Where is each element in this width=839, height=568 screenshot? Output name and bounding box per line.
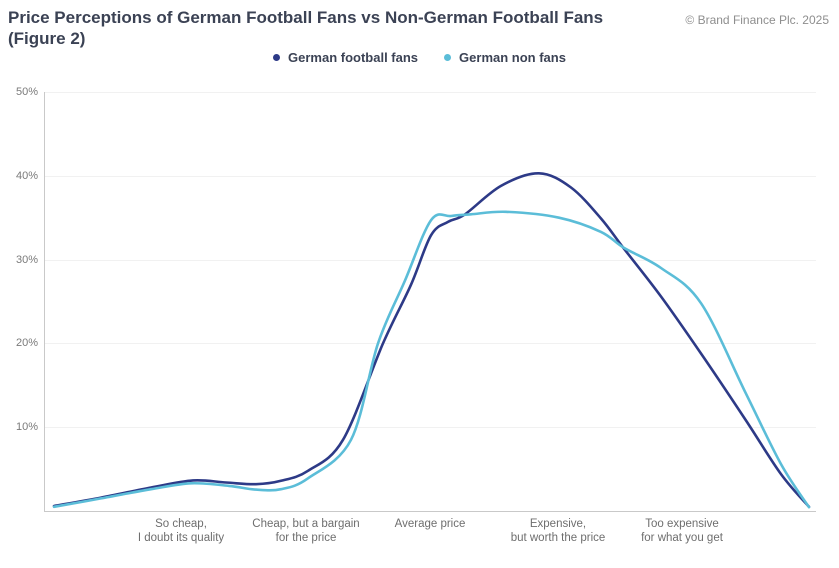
x-axis-category-label-line1: Average price bbox=[394, 518, 466, 530]
y-axis-tick-label: 30% bbox=[15, 253, 38, 266]
gridline bbox=[45, 427, 816, 429]
chart-legend: German football fans German non fans bbox=[0, 50, 839, 65]
y-axis-tick-label: 20% bbox=[15, 337, 38, 350]
gridline bbox=[45, 343, 816, 345]
x-axis-category-label: So cheap, I doubt its quality bbox=[101, 517, 261, 545]
chart-title-line2: (Figure 2) bbox=[8, 29, 86, 48]
plot-area bbox=[44, 92, 816, 512]
x-axis-category-label-line2: for what you get bbox=[641, 532, 723, 544]
x-axis-category-label-line2: but worth the price bbox=[510, 532, 606, 544]
chart-title-line1: Price Perceptions of German Football Fan… bbox=[8, 8, 604, 27]
series-lines-canvas bbox=[52, 171, 811, 509]
y-axis-tick-label: 10% bbox=[15, 421, 38, 434]
legend-dot-icon bbox=[444, 54, 452, 61]
x-axis-category-label-line1: Too expensive bbox=[645, 518, 719, 530]
x-axis-category-label: Too expensive for what you get bbox=[602, 517, 762, 545]
gridline bbox=[45, 175, 816, 177]
y-axis-tick-label: 50% bbox=[15, 86, 38, 98]
legend-item-german-non-fans: German non fans bbox=[444, 50, 566, 65]
copyright-text: © Brand Finance Plc. 2025 bbox=[685, 13, 829, 27]
legend-item-label: German non fans bbox=[459, 50, 566, 65]
x-axis-category-label-line1: Cheap, but a bargain bbox=[252, 518, 360, 530]
x-axis-category-label-line2: for the price bbox=[275, 532, 337, 544]
series-line-german-football-fans bbox=[52, 171, 811, 509]
x-axis-category-label-line1: Expensive, bbox=[529, 518, 587, 530]
x-axis-category-label: Average price bbox=[350, 517, 510, 531]
x-axis-category-label-line1: So cheap, bbox=[155, 518, 207, 530]
x-axis-category-label-line2: I doubt its quality bbox=[137, 532, 225, 544]
legend-item-label: German football fans bbox=[288, 50, 419, 65]
x-axis-category-label: Cheap, but a bargain for the price bbox=[226, 517, 386, 545]
series-line-german-non-fans bbox=[52, 210, 811, 509]
legend-dot-icon bbox=[273, 54, 281, 61]
x-axis-category-label: Expensive, but worth the price bbox=[478, 517, 638, 545]
gridline bbox=[45, 259, 816, 261]
legend-item-german-football-fans: German football fans bbox=[273, 50, 418, 65]
gridline bbox=[45, 92, 816, 93]
y-axis-tick-label: 40% bbox=[15, 169, 38, 182]
chart-title: Price Perceptions of German Football Fan… bbox=[8, 7, 603, 49]
